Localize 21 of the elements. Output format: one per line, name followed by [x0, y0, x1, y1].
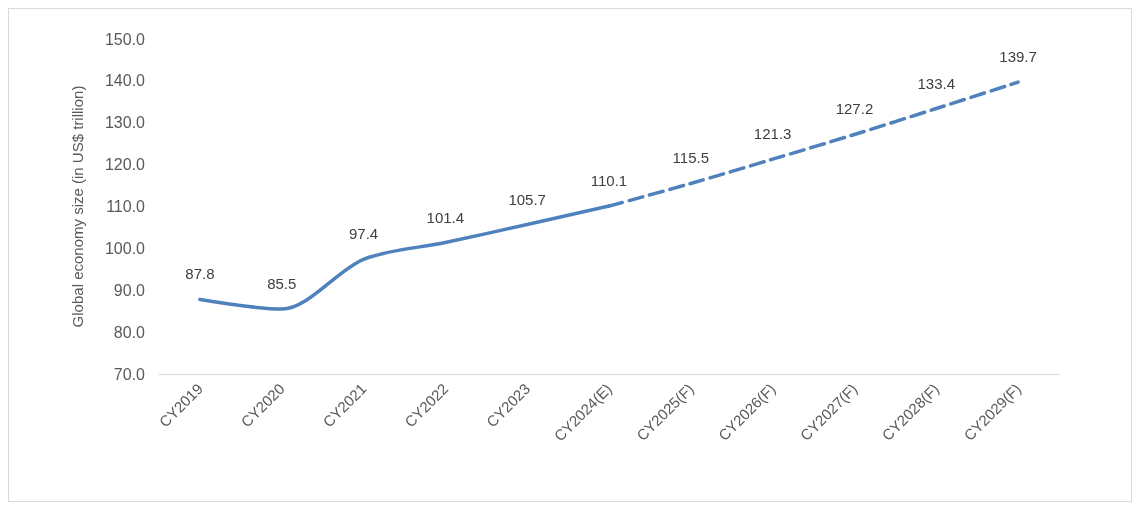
data-label: 115.5 [672, 149, 710, 167]
y-tick-label: 120.0 [104, 156, 146, 174]
y-tick-label: 140.0 [104, 72, 146, 90]
y-tick-label: 100.0 [104, 239, 146, 257]
y-tick-label: 130.0 [104, 114, 146, 132]
y-tick-label: 150.0 [104, 30, 146, 48]
data-label: 127.2 [835, 100, 874, 118]
data-label: 110.1 [590, 172, 628, 190]
data-label: 97.4 [348, 225, 379, 243]
data-label: 87.8 [185, 265, 215, 283]
data-label: 133.4 [917, 74, 956, 92]
y-tick-label: 90.0 [113, 281, 146, 299]
data-label: 85.5 [267, 275, 297, 293]
y-tick-label: 80.0 [113, 323, 146, 341]
data-label: 121.3 [753, 125, 792, 143]
y-tick-label: 70.0 [113, 365, 146, 383]
y-tick-label: 110.0 [106, 198, 146, 215]
y-axis-title: Global economy size (in US$ trillion) [69, 85, 86, 328]
data-label: 105.7 [508, 190, 546, 208]
data-label: 101.4 [426, 208, 465, 226]
data-label: 139.7 [999, 48, 1037, 66]
